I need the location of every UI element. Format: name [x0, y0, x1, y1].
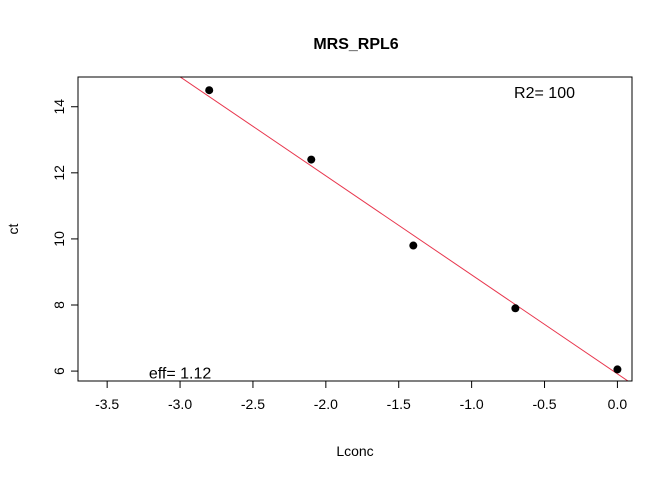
chart-title: MRS_RPL6: [313, 36, 398, 53]
data-point: [307, 155, 316, 164]
x-tick-label: -1.5: [387, 396, 411, 412]
data-point: [409, 241, 418, 250]
x-tick-label: -2.0: [314, 396, 338, 412]
x-tick-label: -3.5: [95, 396, 119, 412]
y-axis: 6 8 10 12 14: [51, 99, 79, 375]
x-axis-label: Lconc: [336, 443, 373, 459]
plot-area: R2= 100 eff= 1.12: [77, 76, 633, 383]
annotation-text: R2= 100: [514, 85, 575, 102]
y-tick-label: 6: [51, 367, 67, 375]
y-tick-label: 14: [51, 99, 67, 115]
y-tick-label: 12: [51, 165, 67, 181]
y-axis-label: ct: [5, 223, 21, 234]
y-tick-label: 8: [51, 301, 67, 309]
x-tick-label: 0.0: [608, 396, 628, 412]
fit-line: [179, 77, 629, 381]
plot-frame: [77, 76, 633, 382]
x-tick-label: -3.0: [168, 396, 192, 412]
x-tick-label: -2.5: [241, 396, 265, 412]
data-point: [205, 86, 214, 95]
x-tick-label: -1.0: [460, 396, 484, 412]
data-point: [613, 365, 622, 374]
x-tick-label: -0.5: [532, 396, 556, 412]
data-point: [511, 304, 520, 313]
annotation-text: eff= 1.12: [149, 366, 212, 383]
y-tick-label: 10: [51, 231, 67, 247]
x-axis: -3.5 -3.0 -2.5 -2.0 -1.5 -1.0 -0.5 0.0: [95, 380, 628, 412]
